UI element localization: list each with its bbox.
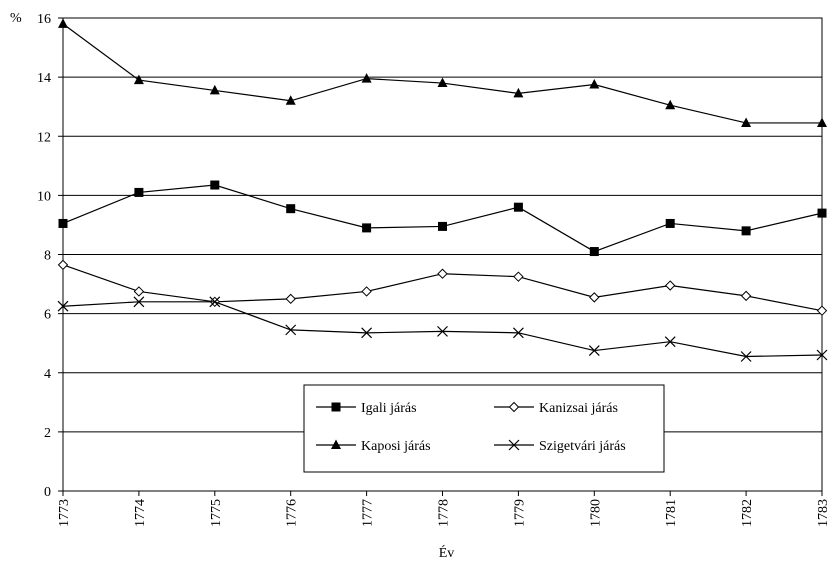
- y-tick-label: 0: [44, 485, 51, 500]
- series-group: [57, 18, 828, 362]
- legend-label: Szigetvári járás: [539, 439, 626, 454]
- y-tick-label: 6: [44, 308, 51, 323]
- data-point: [57, 300, 69, 312]
- legend-swatch-marker: [331, 402, 341, 412]
- data-point: [285, 324, 297, 336]
- data-point: [664, 280, 676, 291]
- data-point: [437, 268, 448, 279]
- y-tick-label: 4: [44, 367, 51, 382]
- data-point: [362, 223, 372, 233]
- data-point: [438, 221, 447, 231]
- data-point: [361, 73, 372, 83]
- data-point: [589, 292, 600, 303]
- x-tick-label: 1779: [512, 499, 527, 527]
- legend-item-3: Kaposi járás: [316, 439, 431, 454]
- data-point: [664, 336, 676, 348]
- y-axis-unit: %: [10, 11, 22, 26]
- legend-item-1: Igali járás: [316, 401, 417, 416]
- data-point: [740, 290, 752, 302]
- data-point: [58, 18, 68, 28]
- legend-item-2: Kanizsai járás: [494, 401, 618, 416]
- legend-label: Kanizsai járás: [539, 401, 618, 416]
- y-tick-label: 2: [44, 426, 51, 441]
- data-point: [361, 327, 373, 339]
- data-point: [133, 296, 145, 308]
- data-point: [133, 74, 144, 85]
- data-point: [817, 117, 827, 127]
- x-tick-label: 1778: [437, 499, 452, 527]
- x-tick-label: 1773: [57, 499, 72, 527]
- data-point: [816, 349, 828, 361]
- data-point: [512, 327, 524, 339]
- data-point: [285, 293, 296, 305]
- data-point: [134, 187, 144, 197]
- data-point: [741, 226, 751, 236]
- legend-swatch-marker: [508, 401, 520, 413]
- y-tick-label: 14: [37, 71, 51, 86]
- gridlines: [63, 76, 822, 433]
- series-2: [57, 259, 828, 316]
- data-point: [588, 345, 600, 357]
- x-tick-label: 1780: [588, 499, 603, 527]
- data-point: [589, 79, 600, 89]
- y-tick-label: 16: [37, 12, 51, 27]
- legend-item-4: Szigetvári járás: [494, 439, 626, 454]
- x-axis-title: Év: [439, 544, 455, 561]
- data-point: [57, 259, 69, 271]
- series-line: [62, 301, 823, 358]
- x-tick-label: 1781: [664, 499, 679, 527]
- x-tick-label: 1774: [133, 499, 148, 527]
- data-point: [437, 77, 448, 88]
- legend-label: Igali járás: [361, 401, 417, 416]
- data-point: [513, 271, 524, 282]
- data-point: [589, 247, 599, 257]
- y-axis: 0 2 4 6 8 10 12 14 16: [37, 12, 63, 500]
- data-point: [513, 202, 523, 212]
- data-point: [513, 87, 524, 98]
- x-tick-label: 1775: [209, 499, 224, 527]
- data-point: [665, 218, 675, 228]
- data-point: [665, 99, 676, 110]
- data-point: [209, 84, 220, 95]
- data-point: [209, 296, 221, 308]
- y-tick-label: 10: [37, 189, 51, 204]
- data-point: [133, 286, 145, 297]
- x-tick-label: 1783: [816, 499, 830, 527]
- x-tick-label: 1777: [361, 499, 376, 527]
- x-tick-label: 1782: [740, 499, 755, 527]
- series-1: [58, 180, 827, 257]
- y-tick-label: 12: [37, 130, 51, 145]
- legend: Igali járás Kanizsai járás Kaposi járás Szi…: [303, 384, 665, 473]
- data-point: [741, 117, 752, 127]
- data-point: [437, 325, 448, 337]
- data-point: [58, 218, 68, 228]
- data-point: [210, 180, 220, 190]
- legend-swatch-marker: [508, 439, 520, 451]
- legend-box: [303, 384, 665, 473]
- data-point: [286, 204, 296, 214]
- data-point: [816, 305, 828, 316]
- data-point: [285, 95, 296, 105]
- legend-swatch-marker: [331, 439, 341, 449]
- data-point: [817, 208, 827, 218]
- legend-label: Kaposi járás: [361, 439, 431, 454]
- data-point: [740, 351, 752, 362]
- y-tick-label: 8: [44, 249, 51, 264]
- x-axis: 1773 1774 1775 1776 1777 1778 1779 1780 1781 1782…: [57, 491, 830, 527]
- data-point: [361, 286, 372, 297]
- series-3: [58, 18, 827, 127]
- x-tick-label: 1776: [285, 499, 300, 527]
- series-4: [57, 296, 828, 362]
- series-line: [62, 23, 822, 124]
